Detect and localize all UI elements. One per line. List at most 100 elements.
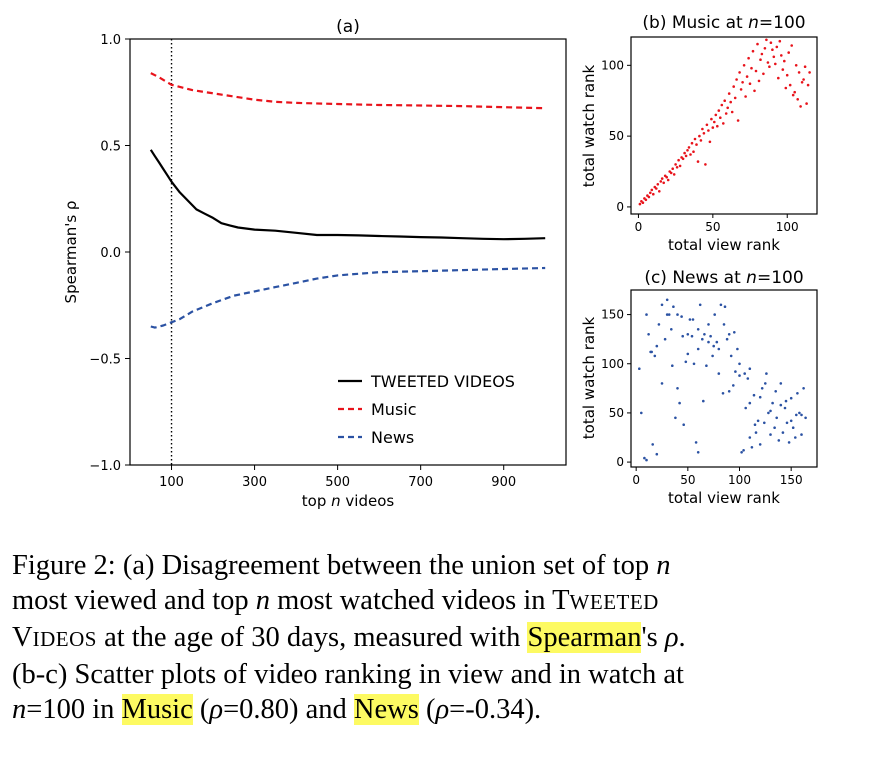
panel-b-point bbox=[808, 71, 811, 74]
panel-a-ytick-label: 0.5 bbox=[100, 140, 121, 155]
panel-b-point bbox=[800, 81, 804, 84]
caption-line-1: Figure 2: (a) Disagreement between the u… bbox=[12, 550, 671, 581]
panel-b-point bbox=[751, 49, 755, 53]
panel-c-point bbox=[744, 406, 747, 410]
panel-c-point bbox=[684, 360, 688, 364]
panel-b-point bbox=[720, 103, 724, 107]
panel-b-point bbox=[674, 163, 677, 166]
panel-c-point bbox=[765, 372, 768, 375]
panel-b-point bbox=[695, 143, 698, 146]
panel-c-ytick-label: 150 bbox=[601, 308, 624, 322]
caption-line-3: VIDEOS at the age of 30 days, measured w… bbox=[12, 622, 686, 653]
legend-label-music: Music bbox=[371, 400, 417, 419]
panel-c-point bbox=[696, 347, 700, 351]
panel-b-ytick-label: 50 bbox=[609, 129, 624, 143]
panel-b-point bbox=[741, 81, 744, 84]
panel-b-point bbox=[713, 120, 716, 124]
panel-c-point bbox=[789, 396, 793, 400]
panel-b-point bbox=[756, 42, 759, 46]
panel-c-point bbox=[686, 352, 690, 356]
panel-a-title: (a) bbox=[336, 17, 360, 37]
panel-b-point bbox=[710, 117, 713, 121]
panel-c-point bbox=[784, 399, 788, 403]
panel-c-xtick-label: 0 bbox=[632, 473, 640, 487]
panel-b-point bbox=[665, 175, 668, 179]
panel-c-point bbox=[705, 364, 708, 368]
panel-b-point bbox=[745, 75, 749, 78]
panel-a-ytick-label: −1.0 bbox=[89, 459, 121, 474]
panel-c-ytick-label: 100 bbox=[601, 357, 624, 371]
panel-b-point bbox=[719, 116, 722, 119]
panel-c-point bbox=[798, 411, 801, 415]
panel-b-point bbox=[690, 141, 694, 145]
panel-b-point bbox=[774, 62, 777, 66]
panel-b-point bbox=[669, 171, 673, 175]
panel-c-point bbox=[650, 350, 653, 354]
panel-a-xtick-label: 300 bbox=[242, 475, 267, 490]
panel-b-point bbox=[763, 47, 767, 50]
panel-c-point bbox=[707, 340, 710, 344]
panel-c-point bbox=[667, 313, 671, 316]
panel-c-point bbox=[670, 328, 673, 331]
panel-b-point bbox=[744, 95, 747, 98]
panel-b-point bbox=[788, 83, 792, 87]
panel-a-ytick-label: 0.0 bbox=[100, 246, 121, 261]
panel-c-point bbox=[742, 449, 745, 452]
panel-c-point bbox=[698, 303, 702, 307]
figure-2: (a) top n videos Spearman's ρ 100 300 500 7… bbox=[62, 13, 818, 510]
panel-b-xtick-label: 0 bbox=[635, 220, 643, 234]
panel-c-point bbox=[734, 370, 737, 373]
panel-a-xtick-label: 100 bbox=[159, 475, 184, 490]
panel-b-point bbox=[733, 96, 737, 100]
panel-c-point bbox=[696, 328, 700, 331]
panel-b-point bbox=[672, 173, 676, 176]
panel-b-point bbox=[686, 149, 689, 152]
panel-b-point bbox=[716, 124, 719, 128]
panel-b-point bbox=[806, 83, 810, 87]
panel-b-point bbox=[705, 123, 709, 127]
panel-b-point bbox=[736, 119, 740, 122]
panel-c-point bbox=[760, 387, 764, 390]
panel-b-point bbox=[699, 139, 703, 142]
panel-c-point bbox=[783, 406, 787, 410]
panel-c-point bbox=[775, 416, 778, 420]
panel-b-point bbox=[698, 134, 701, 138]
panel-b-point bbox=[641, 201, 645, 204]
panel-b-point bbox=[777, 76, 780, 80]
panel-c-point bbox=[781, 431, 785, 434]
panel-b-point bbox=[787, 51, 790, 54]
panel-b-point bbox=[692, 150, 695, 153]
panel-b-point bbox=[714, 113, 718, 117]
legend-label-tweeted: TWEETED VIDEOS bbox=[370, 372, 515, 391]
panel-b-ytick-label: 0 bbox=[616, 200, 624, 214]
panel-b-point bbox=[693, 137, 697, 141]
panel-b-point bbox=[707, 129, 710, 132]
panel-c-point bbox=[676, 387, 679, 390]
panel-c-point bbox=[727, 390, 731, 393]
panel-c-point bbox=[665, 313, 669, 316]
panel-b-xtick-label: 50 bbox=[705, 220, 720, 234]
panel-b-point bbox=[696, 160, 700, 163]
panel-c-point bbox=[753, 423, 757, 427]
series-line-tweeted bbox=[149, 149, 546, 241]
panel-b-point bbox=[711, 126, 715, 129]
panel-b-point bbox=[739, 88, 743, 91]
panel-c-point bbox=[694, 441, 698, 444]
panel-c-point bbox=[722, 323, 726, 326]
panel-b-point bbox=[723, 99, 726, 102]
panel-b-point bbox=[659, 180, 663, 183]
panel-b-point bbox=[769, 41, 773, 44]
panel-b-point bbox=[638, 202, 642, 206]
panel-c-point bbox=[791, 426, 795, 430]
panel-c-point bbox=[640, 411, 643, 415]
panel-c-frame bbox=[630, 289, 818, 468]
panel-c-point bbox=[702, 399, 705, 403]
panel-b-point bbox=[658, 190, 661, 193]
panel-b-point bbox=[780, 54, 783, 57]
panel-c-point bbox=[767, 411, 770, 415]
panel-c-point bbox=[713, 313, 716, 316]
panel-c-point bbox=[748, 436, 752, 439]
caption-line-4: (b-c) Scatter plots of video ranking in … bbox=[12, 659, 684, 690]
panel-c-point bbox=[738, 374, 741, 377]
panel-c-point bbox=[691, 318, 695, 321]
